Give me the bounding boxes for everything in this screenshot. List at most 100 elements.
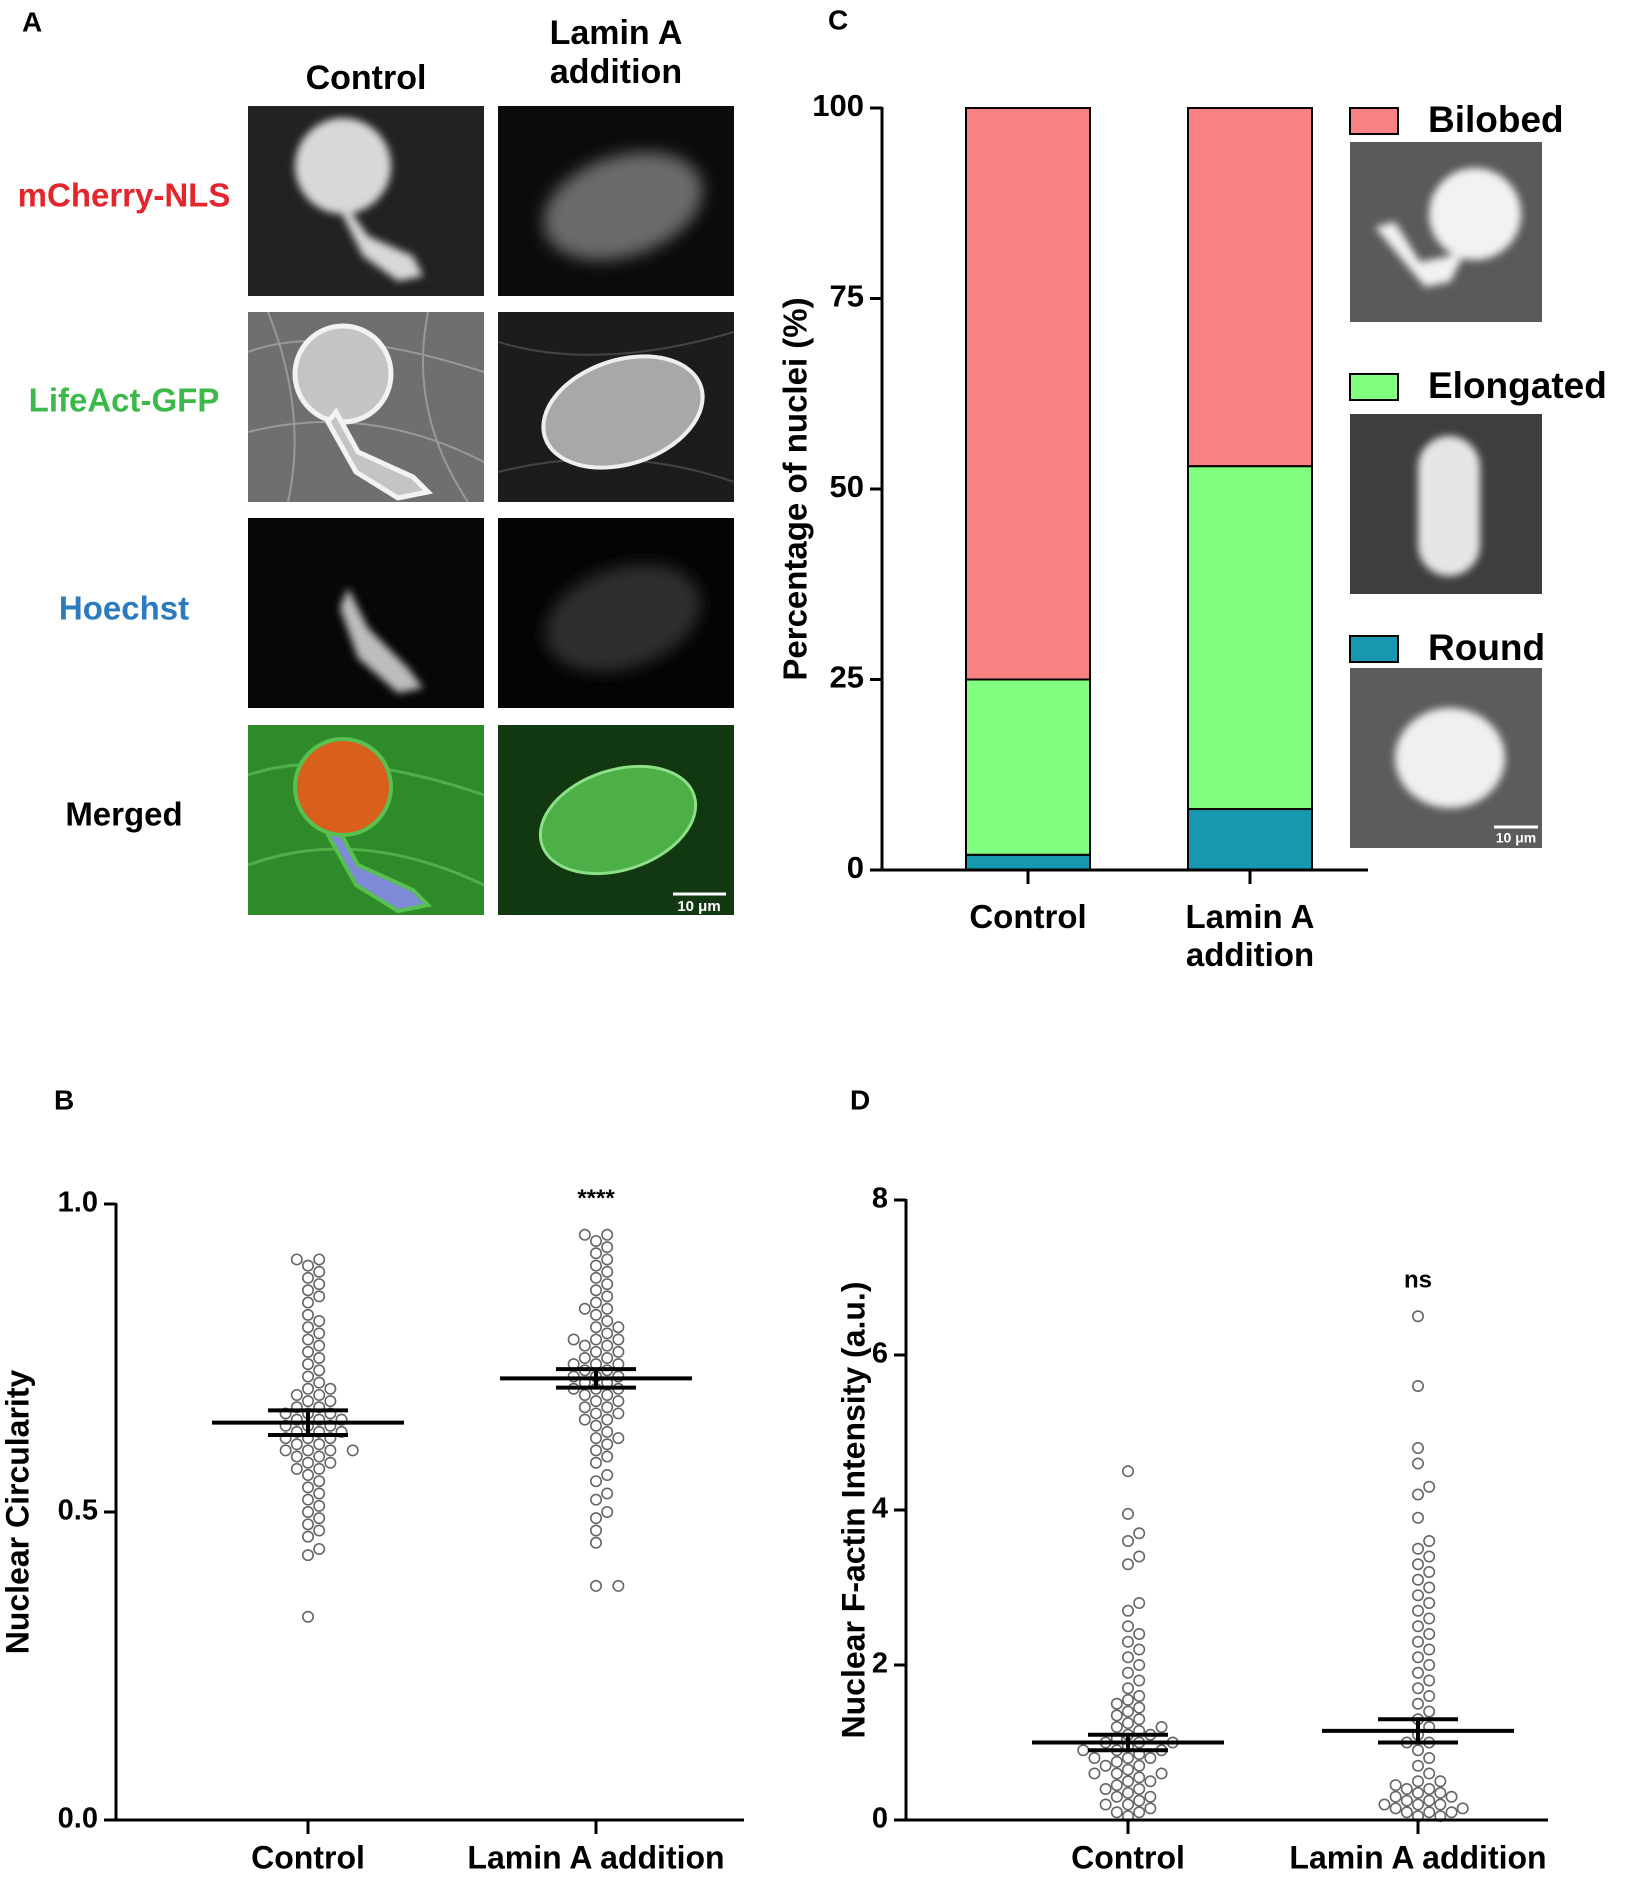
column-header: Control <box>306 59 427 97</box>
data-point <box>301 1518 314 1531</box>
y-tick-label: 2 <box>872 1648 888 1680</box>
data-point <box>1144 1802 1157 1815</box>
data-point <box>589 1493 602 1506</box>
data-point <box>1423 1480 1436 1493</box>
data-point <box>290 1438 303 1451</box>
data-point <box>601 1469 614 1482</box>
significance-label: ns <box>1404 1267 1432 1294</box>
data-point <box>313 1450 326 1463</box>
y-tick-label: 25 <box>830 660 864 695</box>
data-point <box>1412 1697 1425 1710</box>
bar-segment <box>1187 107 1313 468</box>
data-point <box>1423 1794 1436 1807</box>
micrograph <box>498 312 734 502</box>
data-point <box>1110 1721 1123 1734</box>
legend-swatch <box>1349 373 1399 401</box>
data-point <box>1412 1380 1425 1393</box>
data-point <box>1412 1775 1425 1788</box>
data-point <box>301 1395 314 1408</box>
data-point <box>313 1327 326 1340</box>
data-point <box>612 1407 625 1420</box>
data-point <box>1110 1767 1123 1780</box>
data-point <box>1110 1779 1123 1792</box>
data-point <box>1110 1790 1123 1803</box>
data-point <box>1099 1783 1112 1796</box>
data-point <box>301 1469 314 1482</box>
data-point <box>589 1524 602 1537</box>
data-point <box>1133 1550 1146 1563</box>
data-point <box>1423 1566 1436 1579</box>
data-point <box>1155 1767 1168 1780</box>
row-label: Merged <box>65 796 182 833</box>
data-point <box>301 1549 314 1562</box>
data-point <box>1155 1721 1168 1734</box>
data-point <box>1122 1717 1135 1730</box>
data-point <box>313 1462 326 1475</box>
data-point <box>1133 1783 1146 1796</box>
y-tick-label: 6 <box>872 1338 888 1370</box>
data-point <box>1412 1442 1425 1455</box>
data-point <box>1133 1806 1146 1819</box>
data-point <box>1122 1604 1135 1617</box>
data-point <box>601 1241 614 1254</box>
data-point <box>601 1506 614 1519</box>
data-point <box>612 1333 625 1346</box>
data-point <box>589 1271 602 1284</box>
data-point <box>301 1382 314 1395</box>
data-point <box>601 1438 614 1451</box>
data-point <box>1423 1690 1436 1703</box>
data-point <box>1099 1798 1112 1811</box>
data-point <box>601 1425 614 1438</box>
data-point <box>589 1432 602 1445</box>
data-point <box>589 1234 602 1247</box>
column-header-box: Lamin A addition <box>549 14 683 92</box>
data-point <box>1434 1786 1447 1799</box>
data-point <box>324 1444 337 1457</box>
panel-letter: C <box>828 4 848 35</box>
data-point <box>301 1530 314 1543</box>
data-point <box>346 1444 359 1457</box>
data-point <box>1412 1666 1425 1679</box>
data-point <box>601 1265 614 1278</box>
data-point <box>1412 1511 1425 1524</box>
data-point <box>313 1499 326 1512</box>
data-point <box>301 1481 314 1494</box>
data-point <box>1423 1612 1436 1625</box>
data-point <box>279 1444 292 1457</box>
data-point <box>1412 1573 1425 1586</box>
legend-swatch <box>1349 107 1399 135</box>
data-point <box>1144 1775 1157 1788</box>
data-point <box>1122 1798 1135 1811</box>
data-point <box>1400 1806 1413 1819</box>
data-point <box>601 1487 614 1500</box>
data-point <box>1133 1643 1146 1656</box>
data-point <box>589 1395 602 1408</box>
data-point <box>1412 1488 1425 1501</box>
data-point <box>1122 1752 1135 1765</box>
data-point <box>1423 1581 1436 1594</box>
column-header: Lamin A addition <box>549 14 683 92</box>
data-point <box>589 1419 602 1432</box>
data-point <box>589 1536 602 1549</box>
data-point <box>1133 1794 1146 1807</box>
data-point <box>1456 1802 1469 1815</box>
data-point <box>1133 1759 1146 1772</box>
data-point <box>578 1352 591 1365</box>
data-point <box>301 1271 314 1284</box>
y-tick-label: 4 <box>872 1493 888 1525</box>
data-point <box>1133 1597 1146 1610</box>
row-label: LifeAct-GFP <box>29 382 220 419</box>
data-point <box>601 1352 614 1365</box>
data-point <box>612 1432 625 1445</box>
bar-segment <box>1187 808 1313 871</box>
data-point <box>1122 1705 1135 1718</box>
data-point <box>589 1333 602 1346</box>
data-point <box>1122 1693 1135 1706</box>
data-point <box>1122 1620 1135 1633</box>
data-point <box>313 1388 326 1401</box>
y-tick-label: 0 <box>872 1803 888 1835</box>
data-point <box>589 1579 602 1592</box>
data-point <box>313 1352 326 1365</box>
data-point <box>1412 1542 1425 1555</box>
